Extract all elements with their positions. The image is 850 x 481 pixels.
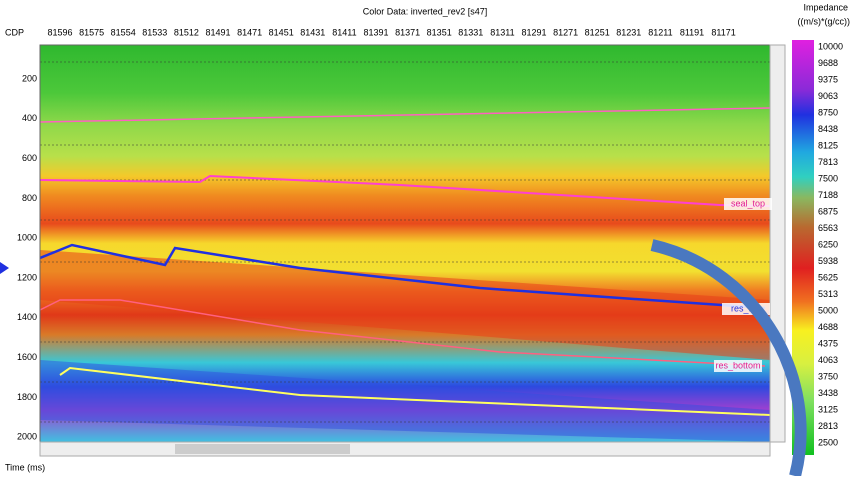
colorbar-label: 5938 xyxy=(818,256,838,266)
cdp-label: CDP xyxy=(5,27,24,37)
time-marker xyxy=(0,262,9,274)
cdp-tick-label: 81291 xyxy=(521,27,546,37)
cdp-tick-label: 81311 xyxy=(490,27,514,37)
colorbar-label: 6563 xyxy=(818,223,838,233)
page: Color Data: inverted_rev2 [s47] CDP Time… xyxy=(0,0,850,481)
colorbar-label: 7188 xyxy=(818,190,838,200)
cdp-tick-label: 81512 xyxy=(174,27,199,37)
colorbar-label: 3750 xyxy=(818,371,838,381)
time-tick-label: 1200 xyxy=(17,272,37,282)
colorbar-label: 7500 xyxy=(818,173,838,183)
horizon-label: seal_top xyxy=(731,198,765,208)
cdp-tick-label: 81251 xyxy=(585,27,610,37)
cdp-tick-label: 81554 xyxy=(111,27,136,37)
colorbar-label: 10000 xyxy=(818,41,843,51)
time-tick-label: 2000 xyxy=(17,432,37,442)
cdp-tick-label: 81371 xyxy=(395,27,420,37)
time-tick-label: 200 xyxy=(22,73,37,83)
cdp-tick-label: 81271 xyxy=(553,27,578,37)
cdp-tick-label: 81491 xyxy=(205,27,230,37)
scroll-thumb[interactable] xyxy=(175,444,350,454)
time-tick-label: 400 xyxy=(22,113,37,123)
time-tick-label: 1800 xyxy=(17,392,37,402)
cdp-tick-label: 81451 xyxy=(269,27,294,37)
time-tick-label: 1400 xyxy=(17,312,37,322)
time-label: Time (ms) xyxy=(5,462,45,472)
time-tick-label: 800 xyxy=(22,193,37,203)
colorbar-label: 6875 xyxy=(818,206,838,216)
colorbar-label: 2500 xyxy=(818,437,838,447)
colorbar-label: 8125 xyxy=(818,140,838,150)
colorbar-label: 7813 xyxy=(818,157,838,167)
colorbar-label: 4063 xyxy=(818,355,838,365)
colorbar-unit: ((m/s)*(g/cc)) xyxy=(798,16,850,26)
cdp-tick-label: 81411 xyxy=(332,27,356,37)
cdp-tick-label: 81331 xyxy=(458,27,483,37)
time-tick-label: 600 xyxy=(22,153,37,163)
cdp-tick-label: 81211 xyxy=(648,27,672,37)
window-title: Color Data: inverted_rev2 [s47] xyxy=(363,6,488,16)
colorbar-label: 2813 xyxy=(818,421,838,431)
colorbar-label: 4688 xyxy=(818,322,838,332)
cdp-tick-label: 81533 xyxy=(142,27,167,37)
cdp-tick-label: 81596 xyxy=(47,27,72,37)
cdp-tick-label: 81391 xyxy=(363,27,388,37)
cdp-tick-label: 81471 xyxy=(237,27,262,37)
colorbar-label: 5313 xyxy=(818,289,838,299)
colorbar-label: 9063 xyxy=(818,91,838,101)
colorbar-label: 5000 xyxy=(818,305,838,315)
horizon-label: res_bottom xyxy=(715,360,760,370)
time-tick-label: 1000 xyxy=(17,233,37,243)
cdp-tick-label: 81231 xyxy=(616,27,641,37)
vertical-scrollbar[interactable] xyxy=(770,45,785,442)
colorbar-label: 3438 xyxy=(818,388,838,398)
colorbar-label: 4375 xyxy=(818,338,838,348)
colorbar-label: 9688 xyxy=(818,58,838,68)
cdp-tick-label: 81351 xyxy=(427,27,452,37)
colorbar-label: 6250 xyxy=(818,239,838,249)
time-tick-label: 1600 xyxy=(17,352,37,362)
cdp-tick-label: 81575 xyxy=(79,27,104,37)
colorbar-label: 3125 xyxy=(818,404,838,414)
horizontal-scrollbar[interactable] xyxy=(40,442,770,456)
colorbar-label: 8438 xyxy=(818,124,838,134)
colorbar-label: 9375 xyxy=(818,74,838,84)
colorbar-title: Impedance xyxy=(803,2,848,12)
app-window: Color Data: inverted_rev2 [s47] CDP Time… xyxy=(0,0,850,476)
colorbar-label: 8750 xyxy=(818,107,838,117)
cdp-tick-label: 81171 xyxy=(711,27,735,37)
colorbar-label: 5625 xyxy=(818,272,838,282)
cdp-tick-label: 81431 xyxy=(300,27,325,37)
cdp-tick-label: 81191 xyxy=(680,27,704,37)
